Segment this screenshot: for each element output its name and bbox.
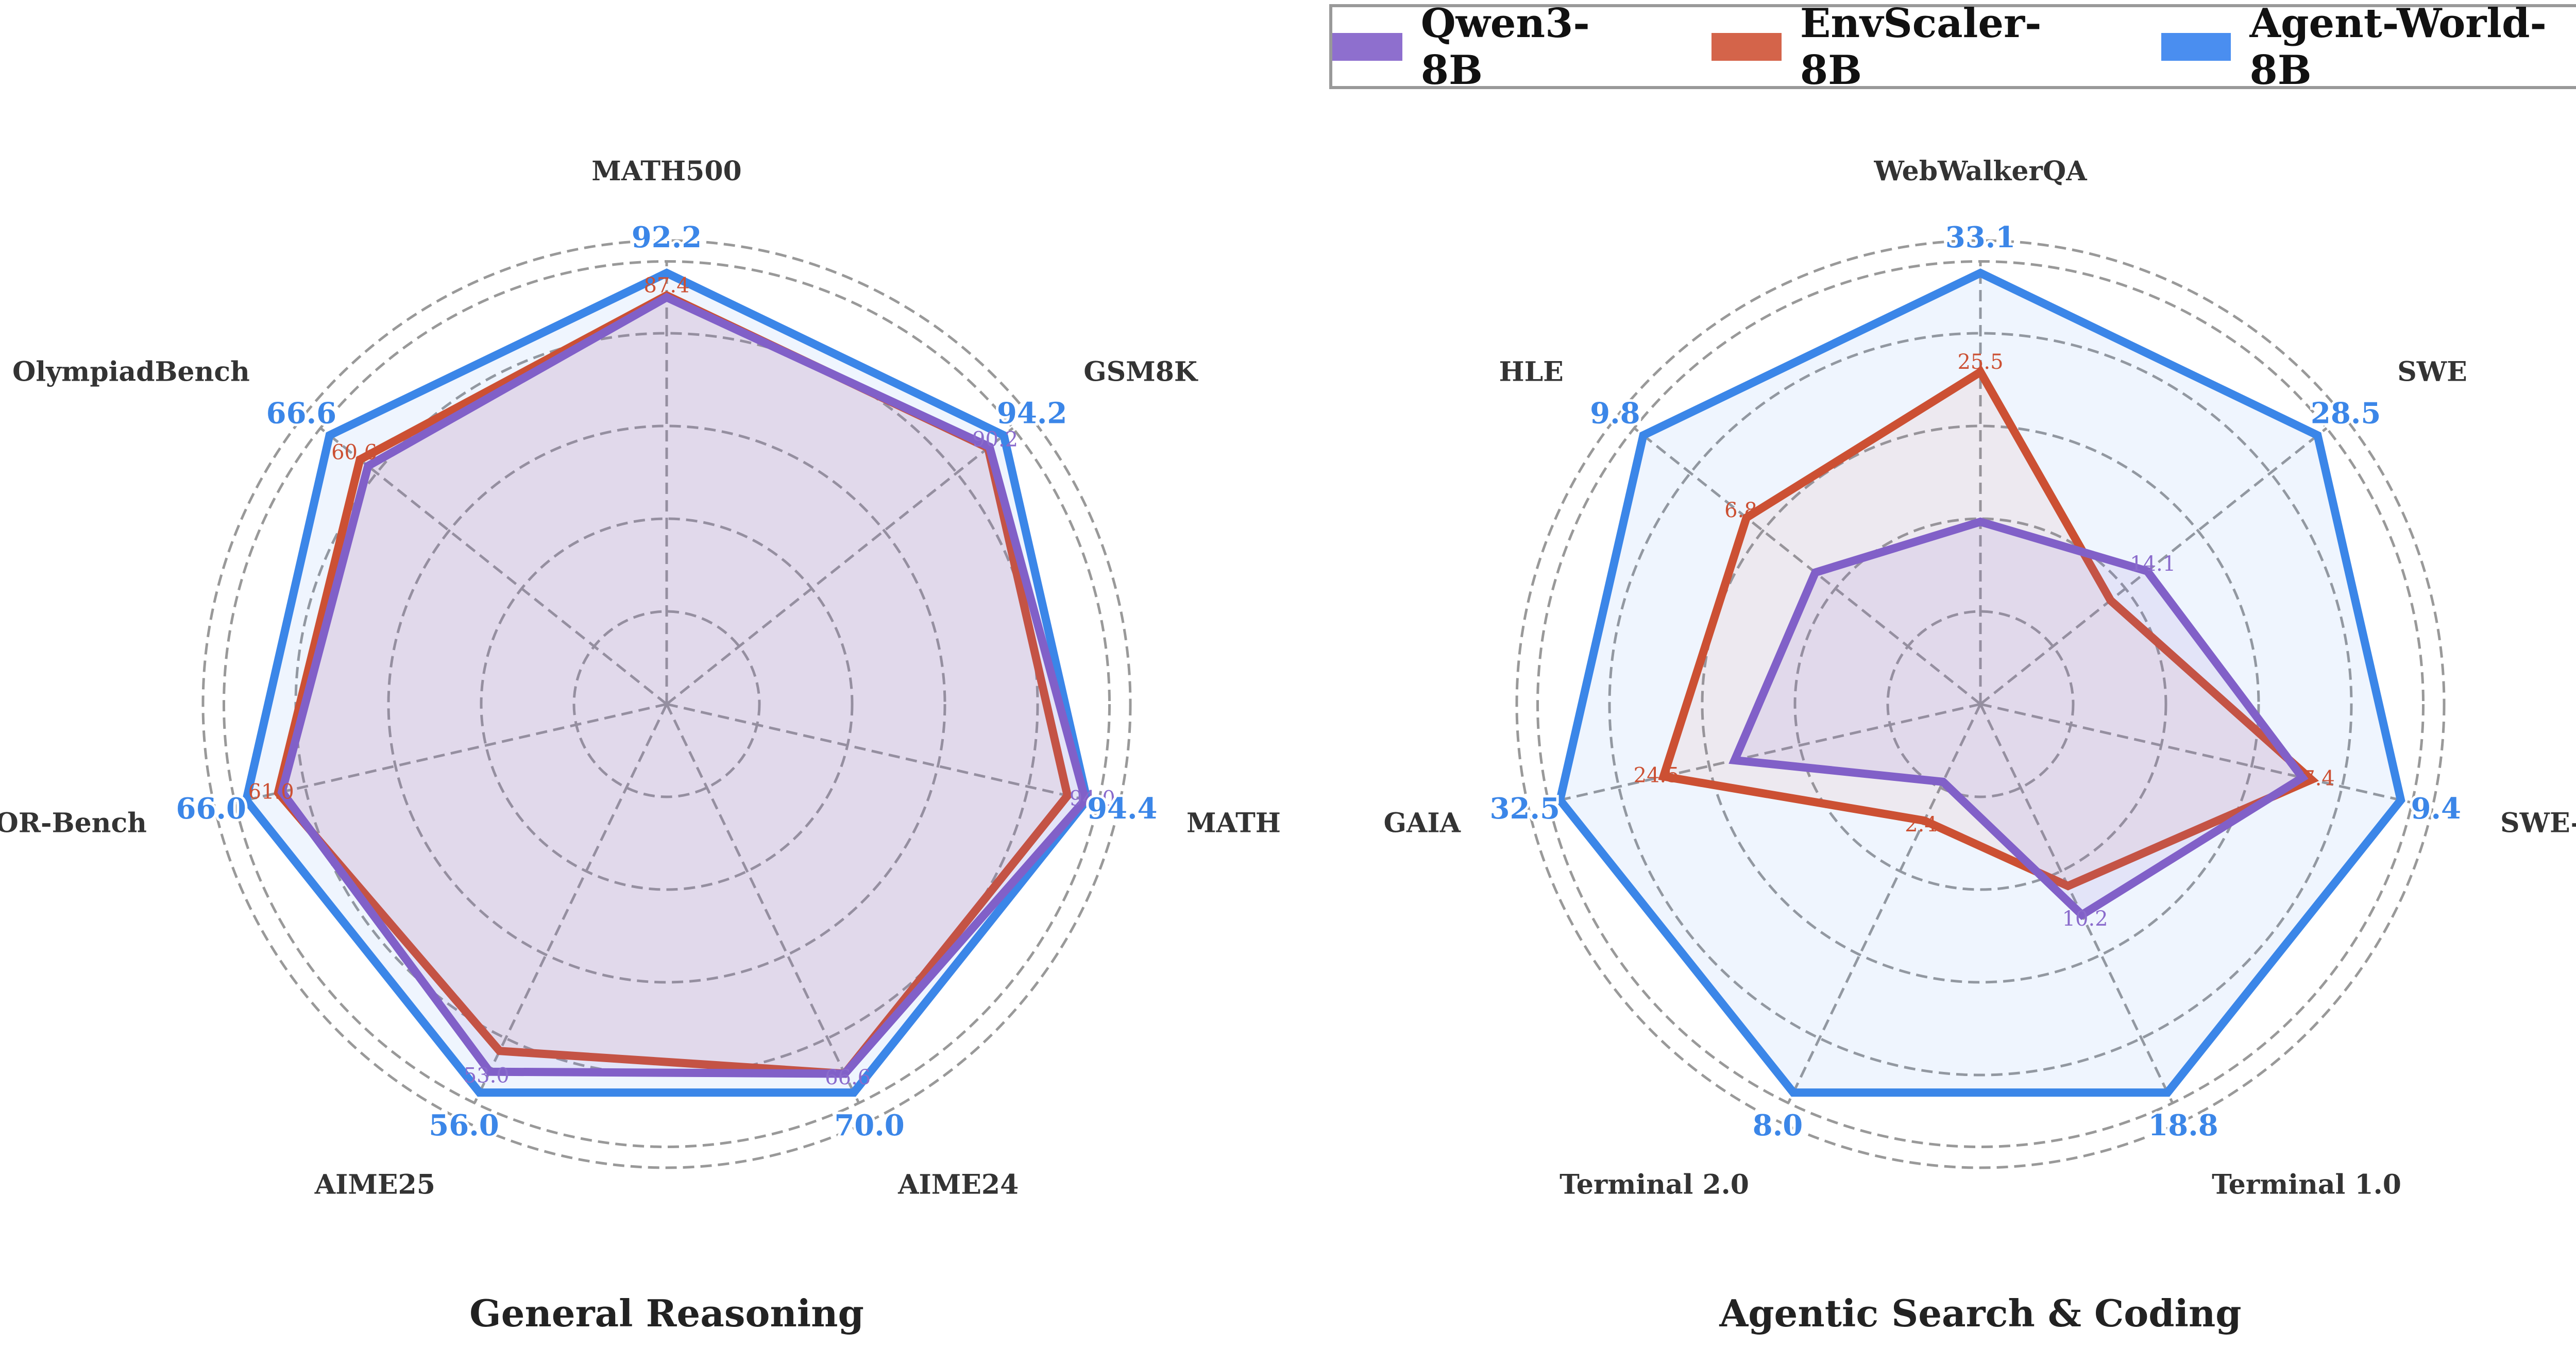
value-label-agent-world: 28.5 — [2311, 396, 2381, 430]
series-envscaler-8b — [1658, 366, 2319, 891]
value-label-small: 60.6 — [331, 440, 377, 464]
grid-ring — [1515, 239, 2446, 1169]
grid-spoke — [473, 703, 668, 1104]
radar-chart-agentic-search-coding: 25.5 14.1 7.4 10.2 2.4 24.5 6.8 33.1 28.5 9.4 18.8… — [1384, 156, 2576, 1335]
axis-label-terminal-2-0: Terminal 2.0 — [1560, 1169, 1749, 1201]
axis-label-swe-multi: SWE-Multi — [2500, 807, 2576, 839]
series-agent-world-8b — [242, 268, 1092, 1097]
grid-spoke — [1979, 427, 2328, 705]
axis-label-terminal-1-0: Terminal 1.0 — [2212, 1169, 2401, 1201]
value-label-agent-world: 92.2 — [632, 220, 702, 254]
axis-label-gsm8k: GSM8K — [1083, 356, 1198, 388]
grid-spoke — [1979, 703, 2174, 1104]
value-label-small: 14.1 — [2130, 552, 2176, 576]
axis-label-math500: MATH500 — [591, 156, 741, 187]
legend-item-agent-world: Agent-World-8B — [2161, 0, 2576, 94]
axis-label-webwalkerqa: WebWalkerQA — [1873, 156, 2087, 187]
grid-spoke — [666, 703, 1099, 804]
value-label-agent-world: 94.2 — [997, 396, 1067, 430]
grid-spoke — [1548, 703, 1981, 804]
grid-spoke — [319, 427, 668, 705]
axis-label-aime24: AIME24 — [897, 1169, 1019, 1201]
axis-label-gaia: GAIA — [1384, 807, 1461, 839]
grid-ring — [1886, 610, 2075, 798]
value-label-small: 87.4 — [643, 274, 689, 298]
chart-title: Agentic Search & Coding — [1719, 1291, 2241, 1335]
value-label-agent-world: 18.8 — [2148, 1108, 2218, 1142]
grid-spoke — [665, 703, 860, 1104]
grid-spoke — [1980, 703, 2413, 804]
axis-label-swe: SWE — [2397, 356, 2467, 388]
grid-ring — [1608, 332, 2353, 1077]
value-label-small: 24.5 — [1634, 764, 1680, 788]
legend-item-qwen3: Qwen3-8B — [1332, 0, 1645, 94]
grid-spoke — [1633, 427, 1981, 705]
value-label-agent-world: 9.4 — [2411, 792, 2461, 826]
axis-label-olympiadbench: OlympiadBench — [12, 356, 250, 388]
grid-ring — [480, 517, 854, 891]
value-label-small: 7.4 — [2302, 767, 2335, 791]
value-label-small: 53.0 — [464, 1064, 510, 1087]
value-label-small: 61.0 — [248, 780, 294, 804]
series-qwen3-8b — [1728, 517, 2309, 920]
value-label-agent-world: 8.0 — [1753, 1108, 1803, 1142]
grid-spoke — [234, 703, 667, 804]
grid-ring — [1793, 517, 2167, 891]
radar-chart-general-reasoning: 87.4 90.2 94.0 66.6 53.0 61.0 60.6 92.2 94.2 94.4… — [0, 156, 1281, 1335]
value-label-small: 2.4 — [1905, 813, 1938, 837]
grid-ring — [572, 610, 761, 798]
value-label-small: 25.5 — [1957, 350, 2003, 374]
value-label-small: 90.2 — [972, 428, 1018, 452]
value-label-agent-world: 70.0 — [834, 1108, 904, 1142]
legend-swatch-qwen3 — [1332, 32, 1402, 61]
legend-swatch-agent-world — [2161, 32, 2231, 61]
axis-label-kor-bench: KOR-Bench — [0, 807, 147, 839]
value-label-small: 6.8 — [1724, 499, 1757, 522]
series-agent-world-8b — [1555, 268, 2405, 1097]
grid-ring — [387, 424, 946, 984]
value-label-agent-world: 32.5 — [1490, 792, 1560, 826]
value-label-agent-world: 56.0 — [429, 1108, 499, 1142]
legend-swatch-envscaler — [1711, 32, 1782, 61]
value-label-small: 10.2 — [2062, 907, 2108, 931]
grid-ring — [1701, 424, 2260, 984]
value-label-small: 66.6 — [825, 1066, 871, 1089]
chart-title: General Reasoning — [469, 1291, 864, 1335]
legend-label-agent-world: Agent-World-8B — [2249, 0, 2547, 94]
axis-label-aime25: AIME25 — [314, 1169, 435, 1201]
legend-item-envscaler: EnvScaler-8B — [1711, 0, 2094, 94]
legend-label-qwen3: Qwen3-8B — [1420, 0, 1590, 94]
value-label-agent-world: 66.0 — [176, 792, 246, 826]
axis-label-hle: HLE — [1499, 356, 1563, 388]
value-label-agent-world: 9.8 — [1590, 396, 1640, 430]
value-label-agent-world: 94.4 — [1087, 792, 1157, 826]
legend: Qwen3-8B EnvScaler-8B Agent-World-8B — [1329, 0, 2576, 94]
axis-label-math: MATH — [1187, 807, 1281, 839]
legend-label-envscaler: EnvScaler-8B — [1800, 0, 2042, 94]
series-qwen3-8b — [277, 293, 1090, 1078]
value-label-agent-world: 33.1 — [1945, 220, 2015, 254]
grid-spoke — [666, 427, 1014, 705]
value-label-small: 94.0 — [1070, 787, 1115, 811]
grid-ring — [201, 239, 1132, 1169]
value-label-agent-world: 66.6 — [266, 396, 336, 430]
grid-spoke — [1787, 703, 1982, 1104]
